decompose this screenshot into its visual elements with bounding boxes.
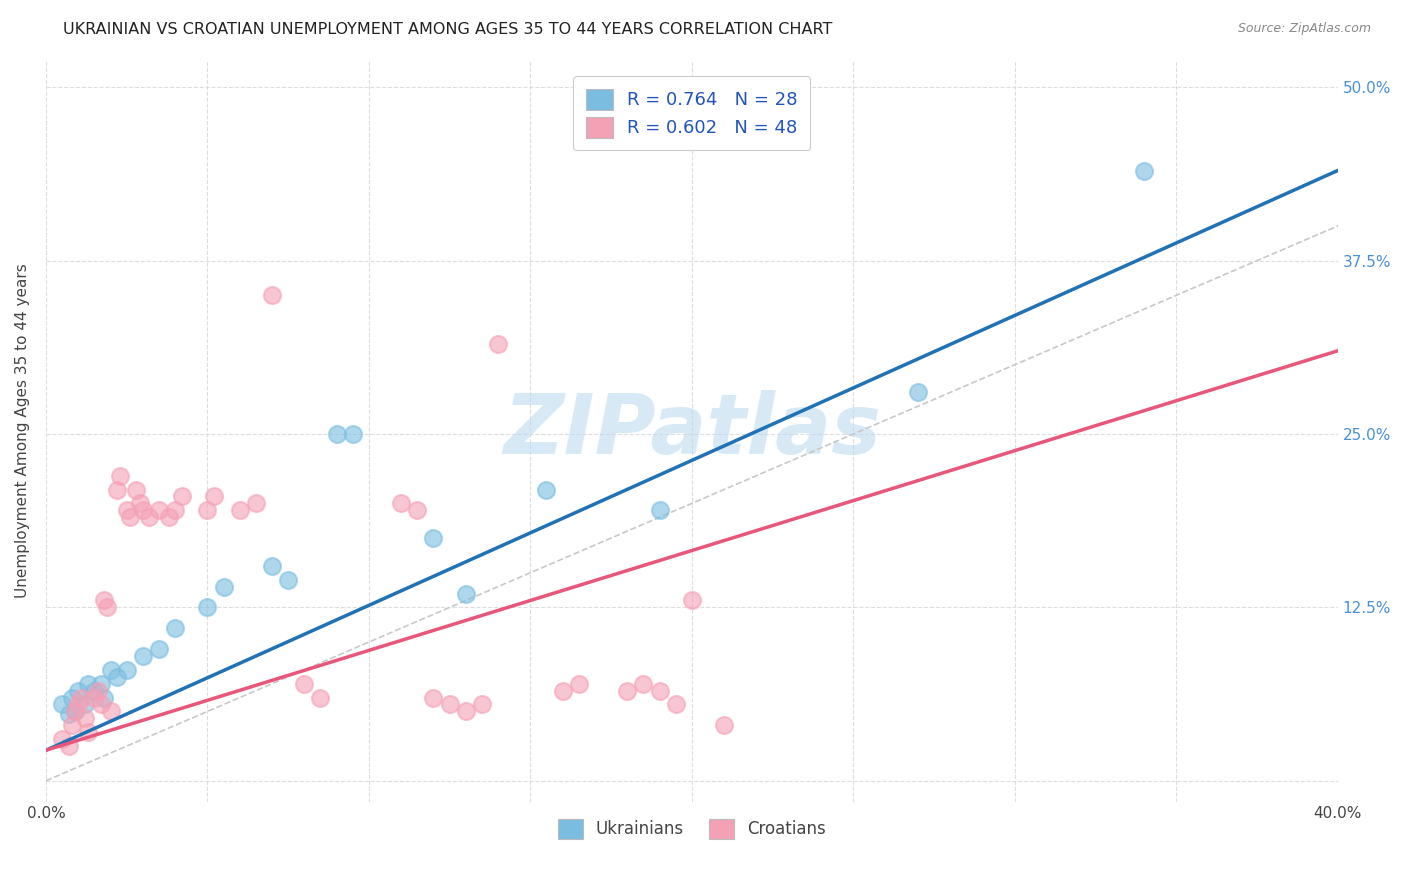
Point bbox=[681, 593, 703, 607]
Point bbox=[51, 732, 73, 747]
Point bbox=[551, 683, 574, 698]
Point bbox=[73, 711, 96, 725]
Point bbox=[96, 600, 118, 615]
Point bbox=[125, 483, 148, 497]
Point bbox=[115, 663, 138, 677]
Point bbox=[486, 337, 509, 351]
Point bbox=[60, 718, 83, 732]
Point bbox=[77, 725, 100, 739]
Point bbox=[138, 510, 160, 524]
Point bbox=[165, 621, 187, 635]
Point bbox=[90, 698, 112, 712]
Point bbox=[212, 580, 235, 594]
Point bbox=[60, 690, 83, 705]
Point bbox=[342, 427, 364, 442]
Point bbox=[197, 503, 219, 517]
Point bbox=[115, 503, 138, 517]
Point bbox=[73, 698, 96, 712]
Point bbox=[100, 705, 122, 719]
Point bbox=[157, 510, 180, 524]
Point bbox=[63, 705, 86, 719]
Point bbox=[148, 642, 170, 657]
Point bbox=[58, 707, 80, 722]
Point bbox=[70, 690, 93, 705]
Point bbox=[58, 739, 80, 753]
Point bbox=[907, 385, 929, 400]
Point bbox=[439, 698, 461, 712]
Point bbox=[568, 676, 591, 690]
Point bbox=[389, 496, 412, 510]
Point bbox=[128, 496, 150, 510]
Point bbox=[292, 676, 315, 690]
Point bbox=[93, 690, 115, 705]
Text: Source: ZipAtlas.com: Source: ZipAtlas.com bbox=[1237, 22, 1371, 36]
Point bbox=[665, 698, 688, 712]
Point bbox=[277, 573, 299, 587]
Point bbox=[100, 663, 122, 677]
Point bbox=[77, 676, 100, 690]
Point bbox=[713, 718, 735, 732]
Y-axis label: Unemployment Among Ages 35 to 44 years: Unemployment Among Ages 35 to 44 years bbox=[15, 263, 30, 598]
Point bbox=[165, 503, 187, 517]
Point bbox=[197, 600, 219, 615]
Text: UKRAINIAN VS CROATIAN UNEMPLOYMENT AMONG AGES 35 TO 44 YEARS CORRELATION CHART: UKRAINIAN VS CROATIAN UNEMPLOYMENT AMONG… bbox=[63, 22, 832, 37]
Point bbox=[616, 683, 638, 698]
Legend: Ukrainians, Croatians: Ukrainians, Croatians bbox=[551, 813, 832, 846]
Point bbox=[118, 510, 141, 524]
Point bbox=[202, 490, 225, 504]
Point bbox=[105, 483, 128, 497]
Point bbox=[422, 531, 444, 545]
Point bbox=[132, 503, 155, 517]
Point bbox=[228, 503, 250, 517]
Point bbox=[83, 690, 105, 705]
Point bbox=[148, 503, 170, 517]
Point bbox=[132, 648, 155, 663]
Point bbox=[633, 676, 655, 690]
Point bbox=[90, 676, 112, 690]
Point bbox=[471, 698, 494, 712]
Point bbox=[325, 427, 347, 442]
Point bbox=[83, 683, 105, 698]
Point bbox=[648, 683, 671, 698]
Point bbox=[63, 705, 86, 719]
Point bbox=[110, 468, 132, 483]
Point bbox=[51, 698, 73, 712]
Point bbox=[260, 288, 283, 302]
Point bbox=[406, 503, 429, 517]
Point bbox=[67, 698, 90, 712]
Point bbox=[170, 490, 193, 504]
Point bbox=[454, 705, 477, 719]
Point bbox=[67, 683, 90, 698]
Point bbox=[260, 558, 283, 573]
Point bbox=[536, 483, 558, 497]
Point bbox=[422, 690, 444, 705]
Point bbox=[93, 593, 115, 607]
Text: ZIPatlas: ZIPatlas bbox=[503, 390, 880, 471]
Point bbox=[86, 683, 108, 698]
Point bbox=[245, 496, 267, 510]
Point bbox=[105, 670, 128, 684]
Point bbox=[309, 690, 332, 705]
Point bbox=[1133, 163, 1156, 178]
Point bbox=[454, 586, 477, 600]
Point bbox=[648, 503, 671, 517]
